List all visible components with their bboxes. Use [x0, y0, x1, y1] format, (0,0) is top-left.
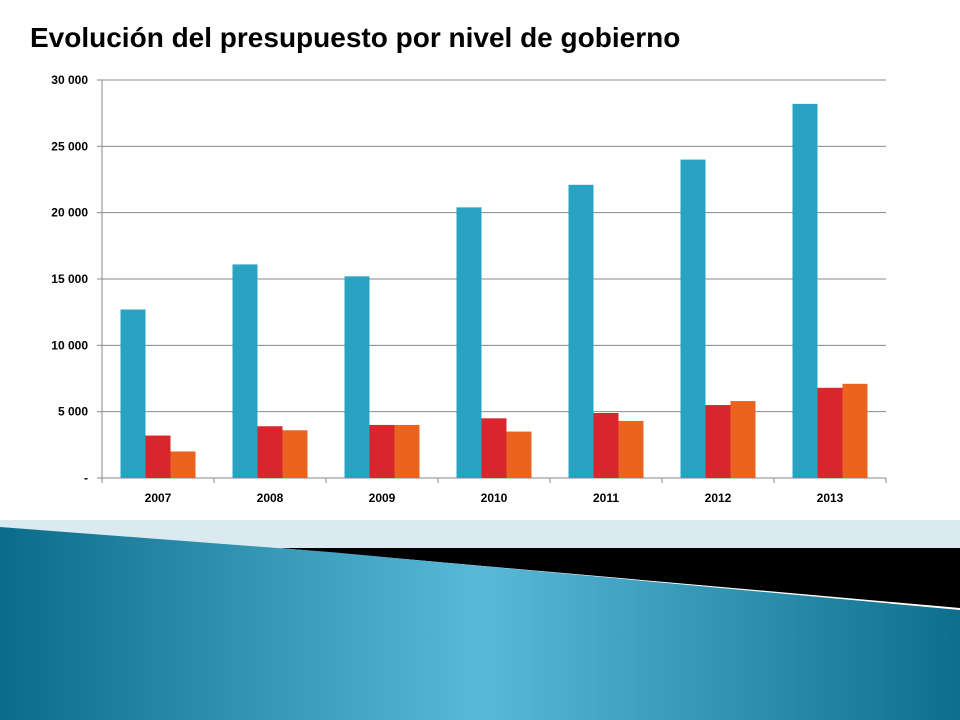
bar-GR-2011 — [593, 412, 619, 478]
bar-GL-2011 — [618, 420, 644, 478]
x-tick-label: 2012 — [705, 491, 732, 505]
y-tick-label: - — [84, 471, 88, 485]
x-tick-label: 2011 — [593, 491, 619, 505]
y-tick-label: 30 000 — [51, 73, 88, 87]
bar-GN-2012 — [680, 159, 706, 478]
y-tick-label: 10 000 — [51, 338, 88, 352]
y-tick-label: 5 000 — [58, 405, 88, 419]
x-tick-label: 2013 — [817, 491, 844, 505]
x-axis-ticks: 2007 2008 2009 2010 2011 2012 2013 — [101, 478, 887, 505]
bar-chart: - 5 000 10 000 15 000 20 000 25 000 30 000 200… — [51, 73, 887, 538]
bar-GR-2007 — [145, 435, 171, 478]
bar-GR-2008 — [257, 426, 283, 478]
bar-GL-2009 — [394, 424, 420, 478]
y-tick-label: 25 000 — [51, 139, 88, 153]
bar-GN-2011 — [568, 184, 594, 478]
x-tick-label: 2009 — [369, 491, 396, 505]
bar-GN-2009 — [344, 276, 370, 478]
bar-GR-2012 — [705, 405, 731, 478]
y-axis-ticks: - 5 000 10 000 15 000 20 000 25 000 30 000 — [51, 73, 88, 485]
bar-GL-2008 — [282, 430, 308, 478]
bar-GR-2010 — [481, 418, 507, 478]
bar-GR-2013 — [817, 387, 843, 478]
bars — [120, 103, 868, 479]
y-tick-label: 20 000 — [51, 206, 88, 220]
y-tick-label: 15 000 — [51, 272, 88, 286]
bar-GN-2008 — [232, 264, 258, 478]
bar-GN-2013 — [792, 103, 818, 478]
footer-blue-wave — [0, 527, 960, 720]
x-tick-label: 2010 — [481, 491, 508, 505]
bar-GL-2007 — [170, 451, 196, 478]
bar-GL-2012 — [730, 401, 756, 478]
bar-GL-2013 — [842, 383, 868, 478]
bar-GN-2010 — [456, 207, 482, 479]
footer-black-band — [280, 548, 960, 608]
page-title: Evolución del presupuesto por nivel de g… — [30, 22, 681, 53]
bar-GR-2009 — [369, 424, 395, 478]
bar-GL-2010 — [506, 431, 532, 478]
bar-GN-2007 — [120, 309, 146, 478]
footer-light-band — [0, 520, 960, 550]
x-tick-label: 2007 — [145, 491, 172, 505]
x-tick-label: 2008 — [257, 491, 284, 505]
